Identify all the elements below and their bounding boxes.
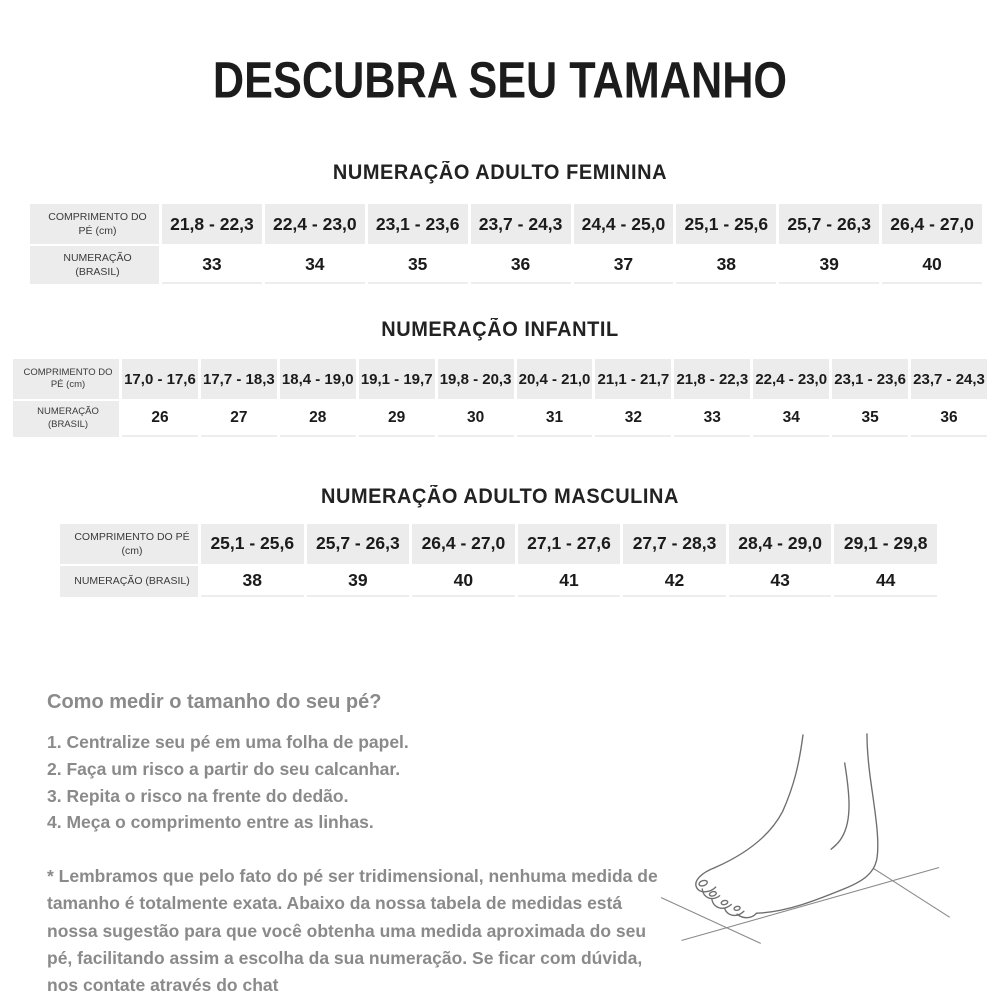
length-range-cell: 25,7 - 26,3 (779, 204, 880, 244)
size-table-infantil: COMPRIMENTO DO PÉ (cm) 17,0 - 17,6 17,7 - … (10, 357, 990, 439)
length-range-cell: 21,1 - 21,7 (595, 359, 672, 400)
size-number-cell: 43 (728, 565, 832, 597)
size-number-cell: 33 (674, 401, 751, 437)
size-number-cell: 26 (122, 401, 198, 437)
size-number-cell: 33 (162, 246, 262, 285)
length-range-cell: 26,4 - 27,0 (882, 204, 982, 244)
size-number-cell: 40 (412, 565, 515, 597)
size-number-cell: 42 (623, 565, 726, 597)
size-number-cell: 39 (306, 565, 410, 597)
length-range-cell: 24,4 - 25,0 (573, 204, 674, 244)
length-range-cell: 25,7 - 26,3 (306, 523, 410, 564)
length-range-cell: 20,4 - 21,0 (516, 359, 593, 400)
length-range-cell: 18,4 - 19,0 (279, 359, 356, 400)
length-range-cell: 29,1 - 29,8 (834, 523, 937, 564)
size-table-masculina: COMPRIMENTO DO PÉ (cm) 25,1 - 25,6 25,7 - … (57, 522, 940, 599)
size-number-cell: 44 (834, 565, 937, 597)
length-range-cell: 22,4 - 23,0 (264, 204, 365, 244)
length-range-cell: 23,1 - 23,6 (367, 204, 468, 244)
length-range-cell: 27,1 - 27,6 (517, 523, 621, 564)
row-label-foot-length: COMPRIMENTO DO PÉ (cm) (60, 523, 198, 564)
length-range-cell: 27,7 - 28,3 (623, 523, 726, 564)
measure-step: 1. Centralize seu pé em uma folha de pap… (47, 731, 409, 752)
length-range-cell: 17,7 - 18,3 (200, 359, 277, 400)
foot-line-drawing-svg (660, 733, 950, 944)
size-table: COMPRIMENTO DO PÉ (cm) 25,1 - 25,6 25,7 - … (57, 522, 940, 599)
length-range-cell: 21,8 - 22,3 (162, 204, 262, 244)
size-number-cell: 30 (437, 401, 514, 437)
size-number-cell: 39 (779, 246, 880, 285)
row-label-size-brasil: NUMERAÇÃO (BRASIL) (60, 565, 198, 597)
length-range-cell: 23,1 - 23,6 (832, 359, 909, 400)
size-number-cell: 34 (264, 246, 365, 285)
length-range-cell: 26,4 - 27,0 (412, 523, 515, 564)
length-range-cell: 22,4 - 23,0 (753, 359, 830, 400)
length-range-cell: 23,7 - 24,3 (470, 204, 571, 244)
measure-step: 2. Faça um risco a partir do seu calcanh… (47, 758, 401, 779)
page-title: DESCUBRA SEU TAMANHO (212, 51, 788, 109)
size-number-cell: 32 (595, 401, 672, 437)
row-label-size-brasil: NUMERAÇÃO (BRASIL) (30, 246, 159, 285)
size-number-cell: 41 (517, 565, 621, 597)
size-number-cell: 38 (676, 246, 777, 285)
row-label-size-brasil: NUMERAÇÃO (BRASIL) (13, 401, 119, 437)
row-label-foot-length: COMPRIMENTO DO PÉ (cm) (30, 204, 159, 244)
length-range-cell: 17,0 - 17,6 (122, 359, 198, 400)
length-range-cell: 25,1 - 25,6 (676, 204, 777, 244)
guide-heading: Como medir o tamanho do seu pé? (47, 690, 382, 713)
size-number-cell: 35 (832, 401, 909, 437)
length-range-cell: 23,7 - 24,3 (911, 359, 987, 400)
row-label-foot-length: COMPRIMENTO DO PÉ (cm) (13, 359, 119, 400)
size-number-cell: 34 (753, 401, 830, 437)
measure-step: 4. Meça o comprimento entre as linhas. (47, 812, 374, 833)
section-heading-masculina: NUMERAÇÃO ADULTO MASCULINA (320, 484, 680, 508)
size-number-cell: 36 (911, 401, 987, 437)
section-heading-infantil: NUMERAÇÃO INFANTIL (381, 318, 619, 342)
size-number-cell: 36 (470, 246, 571, 285)
length-range-cell: 21,8 - 22,3 (674, 359, 751, 400)
measuring-guide: Como medir o tamanho do seu pé? 1. Centr… (47, 691, 959, 1000)
guide-note: * Lembramos que pelo fato do pé ser trid… (47, 866, 658, 996)
length-range-cell: 19,1 - 19,7 (358, 359, 435, 400)
length-range-cell: 25,1 - 25,6 (201, 523, 304, 564)
size-number-cell: 40 (882, 246, 982, 285)
length-range-cell: 28,4 - 29,0 (728, 523, 832, 564)
size-table-feminina: COMPRIMENTO DO PÉ (cm) 21,8 - 22,3 22,4 - … (27, 202, 985, 286)
size-number-cell: 29 (358, 401, 435, 437)
size-number-cell: 38 (201, 565, 304, 597)
size-table: COMPRIMENTO DO PÉ (cm) 21,8 - 22,3 22,4 - … (27, 202, 985, 286)
size-number-cell: 31 (516, 401, 593, 437)
size-number-cell: 27 (200, 401, 277, 437)
foot-measurement-illustration (647, 731, 959, 983)
size-number-cell: 37 (573, 246, 674, 285)
section-heading-feminina: NUMERAÇÃO ADULTO FEMININA (332, 161, 668, 184)
guide-steps: 1. Centralize seu pé em uma folha de pap… (47, 729, 959, 836)
measure-step: 3. Repita o risco na frente do dedão. (47, 785, 349, 806)
size-table: COMPRIMENTO DO PÉ (cm) 17,0 - 17,6 17,7 - … (10, 357, 990, 439)
size-number-cell: 28 (279, 401, 356, 437)
size-number-cell: 35 (367, 246, 468, 285)
length-range-cell: 19,8 - 20,3 (437, 359, 514, 400)
